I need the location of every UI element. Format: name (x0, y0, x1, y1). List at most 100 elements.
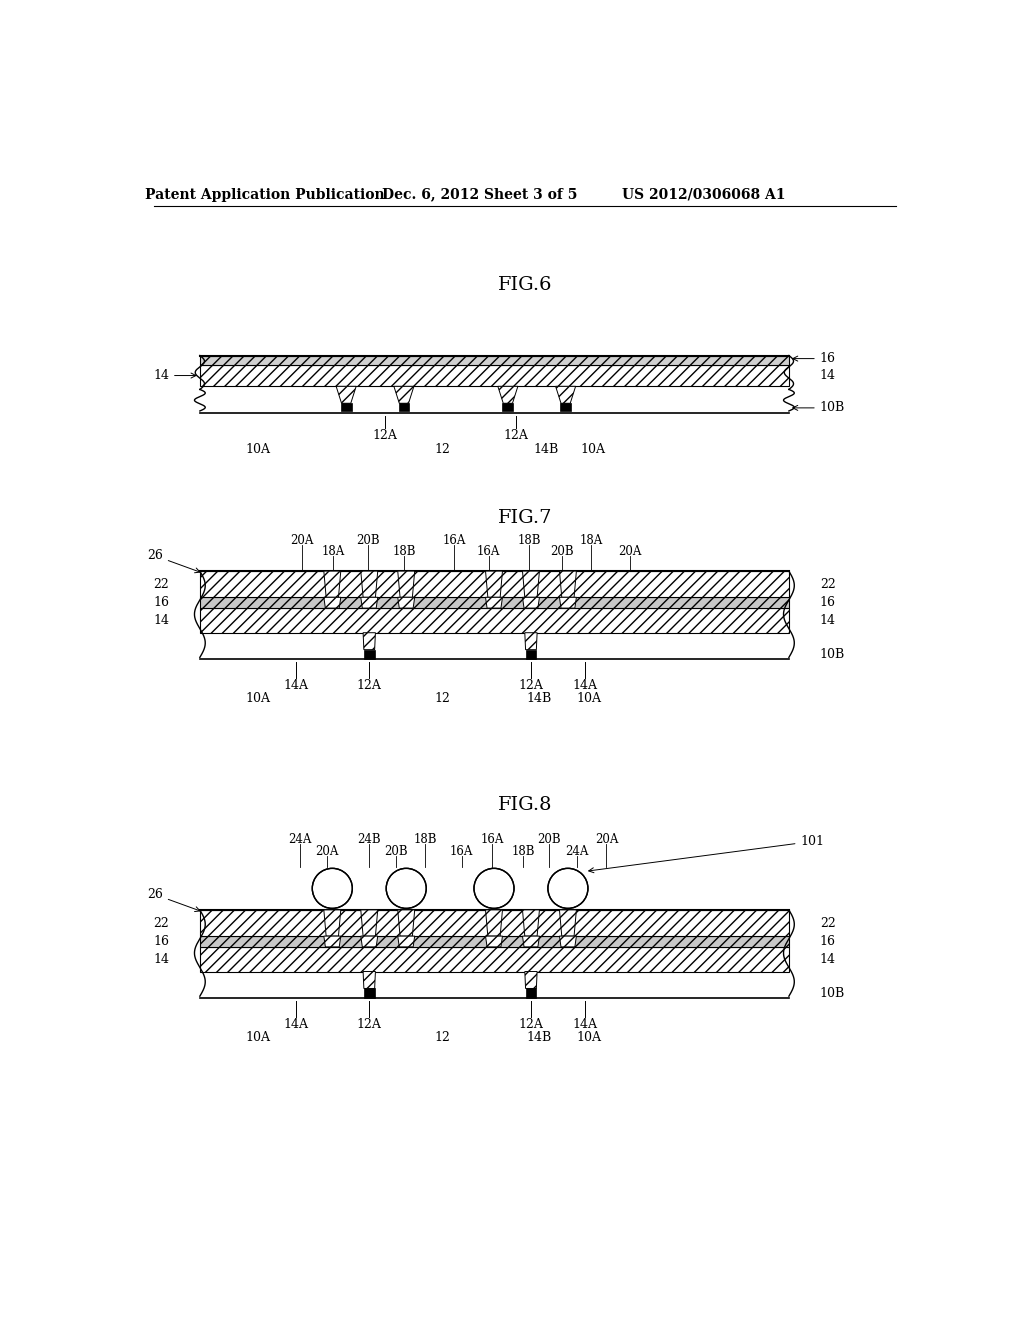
Polygon shape (524, 972, 538, 989)
Text: 14: 14 (153, 953, 169, 966)
Polygon shape (522, 936, 540, 946)
Circle shape (312, 869, 352, 908)
Text: US 2012/0306068 A1: US 2012/0306068 A1 (623, 187, 786, 202)
Polygon shape (559, 572, 577, 597)
Text: 10B: 10B (793, 401, 845, 414)
Text: 14: 14 (819, 614, 836, 627)
Text: 18B: 18B (414, 833, 437, 846)
Polygon shape (485, 909, 503, 936)
Text: 22: 22 (819, 578, 836, 591)
Bar (200, 597, 788, 609)
Polygon shape (559, 597, 577, 609)
Text: 18A: 18A (322, 545, 345, 557)
Text: 24B: 24B (357, 833, 381, 846)
Text: 26: 26 (147, 549, 200, 573)
Bar (200, 609, 788, 632)
Polygon shape (485, 936, 503, 946)
Circle shape (474, 869, 514, 908)
Polygon shape (522, 597, 540, 609)
Polygon shape (364, 632, 376, 649)
Bar (200, 909, 788, 936)
Polygon shape (498, 387, 518, 404)
Text: 12: 12 (434, 693, 451, 705)
Text: 14: 14 (153, 614, 169, 627)
Text: 10B: 10B (819, 648, 845, 661)
Text: 14: 14 (153, 370, 196, 381)
Text: 10B: 10B (819, 986, 845, 999)
Text: 12A: 12A (503, 429, 528, 442)
Text: 16A: 16A (450, 845, 473, 858)
Bar (200, 364, 788, 387)
Text: 10A: 10A (245, 444, 270, 455)
Text: 14B: 14B (526, 693, 551, 705)
Text: 14A: 14A (284, 1018, 308, 1031)
Text: 10A: 10A (577, 693, 601, 705)
Text: 20A: 20A (617, 545, 641, 557)
Circle shape (548, 869, 588, 908)
Polygon shape (364, 972, 376, 989)
Polygon shape (336, 387, 356, 404)
Text: 20A: 20A (290, 533, 313, 546)
Text: 24A: 24A (565, 845, 589, 858)
Text: 16A: 16A (481, 833, 504, 846)
Polygon shape (324, 909, 341, 936)
Text: 16: 16 (819, 935, 836, 948)
Text: 22: 22 (154, 916, 169, 929)
Bar (364, 989, 375, 998)
Bar (200, 946, 788, 972)
Polygon shape (394, 387, 414, 404)
Bar (525, 989, 537, 998)
Text: Sheet 3 of 5: Sheet 3 of 5 (484, 187, 578, 202)
Bar (364, 649, 375, 659)
Polygon shape (559, 936, 577, 946)
Text: 16: 16 (793, 352, 836, 366)
Text: 16A: 16A (442, 533, 466, 546)
Polygon shape (360, 936, 378, 946)
Bar (314, 871, 350, 906)
Text: 18B: 18B (392, 545, 416, 557)
Text: FIG.7: FIG.7 (498, 510, 552, 527)
Bar (503, 404, 513, 411)
Text: 14A: 14A (284, 680, 308, 693)
Text: 22: 22 (819, 916, 836, 929)
Text: 16A: 16A (477, 545, 501, 557)
Text: 12A: 12A (518, 680, 544, 693)
Text: FIG.8: FIG.8 (498, 796, 552, 814)
Text: Dec. 6, 2012: Dec. 6, 2012 (382, 187, 479, 202)
Bar (398, 404, 410, 411)
Text: 14A: 14A (572, 680, 597, 693)
Text: 18B: 18B (512, 845, 535, 858)
Polygon shape (524, 632, 538, 649)
Bar (341, 404, 351, 411)
Text: 26: 26 (147, 888, 200, 912)
Text: 20B: 20B (537, 833, 560, 846)
Text: 10A: 10A (245, 693, 270, 705)
Text: Patent Application Publication: Patent Application Publication (145, 187, 385, 202)
Text: FIG.6: FIG.6 (498, 276, 552, 293)
Text: 20A: 20A (315, 845, 339, 858)
Text: 14B: 14B (526, 1031, 551, 1044)
Polygon shape (397, 597, 415, 609)
Text: 10A: 10A (580, 444, 605, 455)
Text: 101: 101 (589, 834, 824, 873)
Polygon shape (360, 909, 378, 936)
Text: 20B: 20B (356, 533, 380, 546)
Text: 18A: 18A (580, 533, 603, 546)
Bar (200, 355, 788, 364)
Text: 20A: 20A (595, 833, 618, 846)
Text: 12A: 12A (356, 680, 382, 693)
Text: 16: 16 (153, 597, 169, 610)
Text: 20B: 20B (384, 845, 408, 858)
Text: 14: 14 (819, 370, 836, 381)
Text: 18B: 18B (518, 533, 541, 546)
Bar (200, 572, 788, 597)
Bar (560, 404, 571, 411)
Bar (525, 649, 537, 659)
Text: 12A: 12A (372, 429, 397, 442)
Polygon shape (556, 387, 575, 404)
Text: 10A: 10A (245, 1031, 270, 1044)
Polygon shape (485, 597, 503, 609)
Text: 14: 14 (819, 953, 836, 966)
Polygon shape (522, 909, 540, 936)
Text: 10A: 10A (577, 1031, 601, 1044)
